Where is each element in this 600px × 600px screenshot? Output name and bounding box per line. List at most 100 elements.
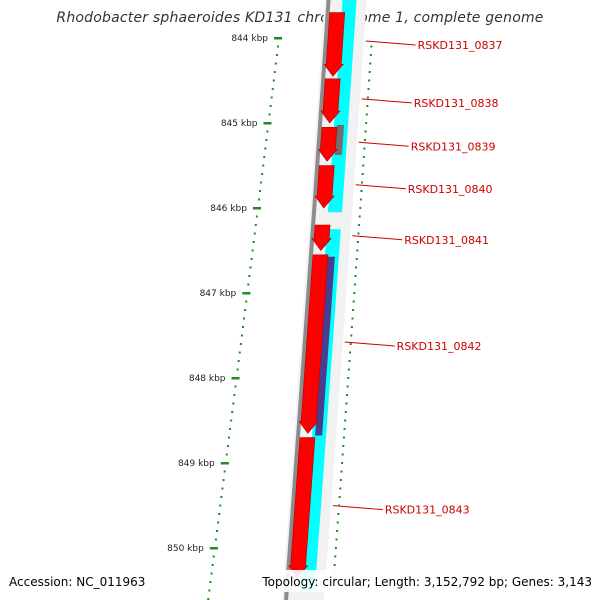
scale-tick	[220, 496, 223, 498]
scale-tick	[252, 241, 255, 243]
gene-leader-RSKD131_0843	[332, 505, 383, 511]
scale-tick	[270, 96, 273, 99]
scale-tick	[221, 487, 224, 490]
track-tick	[340, 470, 343, 473]
track-tick	[359, 207, 362, 209]
gene-arrow-RSKD131_0841	[311, 224, 332, 251]
track-tick	[363, 147, 366, 150]
track-tick	[333, 564, 336, 566]
scale-tick	[266, 130, 269, 133]
gene-arrow-RSKD131_0840	[314, 165, 335, 209]
track-tick	[341, 462, 344, 464]
scale-tick	[259, 190, 262, 192]
track-tick	[355, 266, 358, 269]
scale-tick	[217, 521, 220, 524]
reverse-feature-5	[300, 437, 326, 591]
track-tick	[358, 224, 361, 226]
track-tick	[346, 394, 349, 396]
track-tick	[368, 71, 371, 73]
track-tick	[342, 445, 345, 447]
track-tick	[353, 283, 356, 286]
gene-arrow-RSKD131_0837	[323, 12, 346, 77]
scale-tick	[274, 62, 277, 65]
track-tick	[351, 317, 354, 320]
track-tick	[336, 521, 339, 524]
ruler-label-848: 848 kbp	[189, 374, 226, 384]
scale-tick	[251, 249, 254, 252]
scale-tick	[241, 326, 244, 328]
ruler-label-846: 846 kbp	[210, 204, 247, 214]
gene-leader-RSKD131_0841	[352, 235, 403, 241]
scale-tick	[216, 530, 219, 532]
scale-tick	[260, 181, 263, 184]
gene-label-RSKD131_0839: RSKD131_0839	[411, 140, 496, 153]
track-tick	[334, 555, 337, 558]
scale-tick	[232, 402, 235, 405]
scale-tick	[218, 513, 221, 515]
scale-tick	[223, 470, 226, 473]
scale-tick	[265, 139, 268, 141]
track-tick	[366, 105, 369, 107]
track-tick	[345, 402, 348, 405]
scale-tick	[244, 309, 247, 311]
scale-tick	[262, 164, 265, 167]
figure-title: Rhodobacter sphaeroides KD131 chromosome…	[56, 10, 544, 26]
scale-tick	[229, 428, 232, 430]
track-tick	[362, 156, 365, 158]
track-tick	[369, 54, 372, 56]
track-tick	[359, 198, 362, 201]
scale-tick	[249, 266, 252, 269]
track-tick	[358, 215, 361, 218]
gene-leader-RSKD131_0837	[365, 40, 416, 46]
track-tick	[365, 122, 368, 124]
gene-label-RSKD131_0842: RSKD131_0842	[397, 340, 482, 353]
genome-summary: Topology: circular; Length: 3,152,792 bp…	[262, 575, 592, 589]
scale-tick	[269, 105, 272, 107]
scale-tick	[276, 45, 279, 48]
track-tick	[341, 453, 344, 456]
track-tick	[349, 351, 352, 354]
scale-tick	[207, 598, 210, 600]
scale-tick	[211, 564, 214, 566]
track-tick	[356, 241, 359, 243]
track-tick	[361, 173, 364, 175]
scale-tick	[254, 224, 257, 226]
scale-tick	[230, 419, 233, 422]
track-tick	[336, 530, 339, 532]
track-tick	[347, 368, 350, 371]
track-tick	[357, 232, 360, 235]
gene-label-RSKD131_0841: RSKD131_0841	[404, 234, 489, 247]
scale-tick	[250, 258, 253, 260]
track-tick	[353, 292, 356, 294]
track-tick	[365, 113, 368, 116]
track-tick	[350, 326, 353, 328]
scale-tick	[239, 343, 242, 345]
ruler-label-849: 849 kbp	[178, 459, 215, 469]
ruler-label-844: 844 kbp	[231, 34, 268, 44]
scale-tick	[245, 300, 248, 303]
scale-tick	[233, 394, 236, 396]
ruler-major-tick-848	[231, 377, 240, 380]
scale-tick	[225, 453, 228, 456]
scale-tick	[208, 589, 211, 592]
footer-mask	[255, 570, 600, 592]
scale-tick	[227, 436, 230, 439]
scale-tick	[243, 317, 246, 320]
accession-label: Accession: NC_011963	[9, 575, 146, 589]
ruler-major-tick-849	[220, 462, 229, 465]
scale-tick	[226, 445, 229, 447]
scale-tick	[271, 88, 274, 90]
track-tick	[344, 419, 347, 422]
reverse-feature-inner-1	[334, 125, 345, 155]
track-tick	[366, 96, 369, 99]
reverse-feature-0	[334, 0, 357, 123]
scale-tick	[257, 198, 260, 201]
scale-tick	[261, 173, 264, 175]
track-tick	[364, 139, 367, 141]
track-tick	[369, 62, 372, 65]
scale-tick	[240, 334, 243, 337]
track-tick	[364, 130, 367, 133]
track-tick	[338, 496, 341, 498]
track-tick	[343, 428, 346, 430]
ruler-major-tick-847	[242, 292, 251, 295]
